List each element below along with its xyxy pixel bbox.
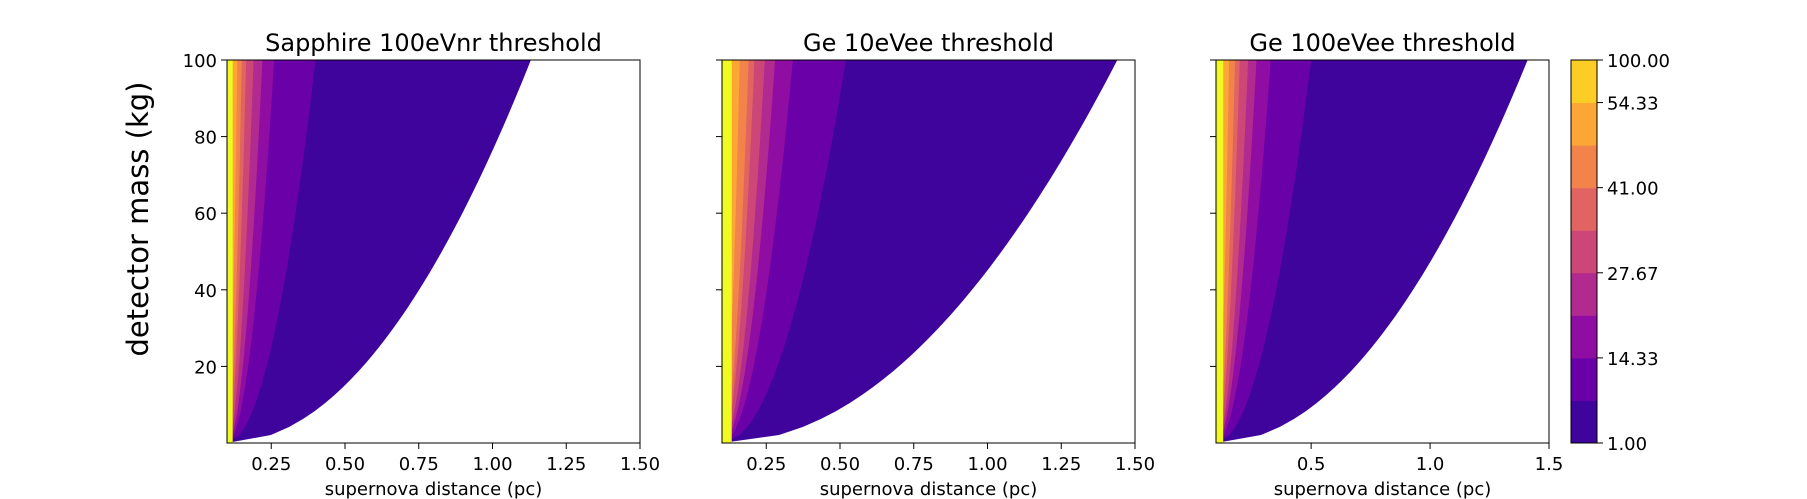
colorbar-tick-label: 41.00: [1607, 179, 1659, 200]
x-tick-label: 1.5: [1535, 454, 1564, 475]
x-tick-label: 0.25: [251, 454, 291, 475]
x-tick-label: 1.25: [1041, 454, 1081, 475]
contour-level-region: [227, 60, 233, 443]
y-tick-label: 20: [194, 357, 217, 378]
y-tick-label: 100: [183, 51, 217, 72]
colorbar-band: [1571, 102, 1597, 146]
contour-level-region: [1216, 60, 1224, 443]
colorbar-tick-label: 14.33: [1607, 349, 1659, 370]
x-tick-label: 1.25: [546, 454, 586, 475]
chart-panel: Ge 10eVee threshold 0.25 0.50 0.75 1.00 1.25 1…: [716, 29, 1155, 499]
x-tick-label: 0.75: [399, 454, 439, 475]
y-axis-label: detector mass (kg): [121, 82, 155, 357]
contour-regions: [722, 60, 1118, 443]
x-tick-label: 1.0: [1416, 454, 1445, 475]
x-tick-label: 0.25: [746, 454, 786, 475]
chart-panel: Sapphire 100eVnr threshold 0.25 0.50 0.75 1.…: [183, 29, 660, 499]
colorbar-band: [1571, 400, 1597, 444]
x-tick-label: 0.75: [894, 454, 934, 475]
colorbar-band: [1571, 230, 1597, 274]
colorbar-tick-label: 27.67: [1607, 264, 1659, 285]
x-tick-label: 0.50: [820, 454, 860, 475]
y-tick-label: 80: [194, 128, 217, 149]
colorbar-tick-label: 1.00: [1607, 434, 1647, 455]
contour-level-region: [722, 60, 732, 443]
chart-title: Ge 10eVee threshold: [803, 29, 1054, 57]
contour-regions: [1216, 60, 1528, 443]
colorbar-tick-label: 100.00: [1607, 51, 1670, 72]
chart-title: Sapphire 100eVnr threshold: [265, 29, 602, 57]
colorbar-band: [1571, 272, 1597, 316]
x-tick-label: 1.00: [967, 454, 1007, 475]
x-tick-label: 1.00: [472, 454, 512, 475]
chart-title: Ge 100eVee threshold: [1249, 29, 1515, 57]
axes-frame: [1215, 59, 1550, 444]
chart-panel: Ge 100eVee threshold 0.5 1.0 1.5 supernova d…: [1210, 29, 1564, 499]
colorbar-frame: [1570, 59, 1598, 444]
contour-regions: [227, 60, 531, 443]
y-tick-label: 60: [194, 204, 217, 225]
y-tick-label: 40: [194, 281, 217, 302]
x-tick-label: 1.50: [1115, 454, 1155, 475]
x-axis-label: supernova distance (pc): [1274, 479, 1492, 499]
axes-frame: [721, 59, 1136, 444]
colorbar-band: [1571, 145, 1597, 189]
x-axis-label: supernova distance (pc): [820, 479, 1038, 499]
colorbar-band: [1571, 357, 1597, 401]
x-tick-label: 0.50: [325, 454, 365, 475]
colorbar-band: [1571, 315, 1597, 359]
x-axis-label: supernova distance (pc): [325, 479, 543, 499]
axes-frame: [226, 59, 641, 444]
x-tick-label: 0.5: [1297, 454, 1326, 475]
colorbar-tick-label: 54.33: [1607, 94, 1659, 115]
colorbar: 1.00 14.33 27.67 41.00 54.33 100.00: [1570, 51, 1670, 455]
colorbar-band: [1571, 60, 1597, 104]
x-tick-label: 1.50: [620, 454, 660, 475]
colorbar-band: [1571, 187, 1597, 231]
